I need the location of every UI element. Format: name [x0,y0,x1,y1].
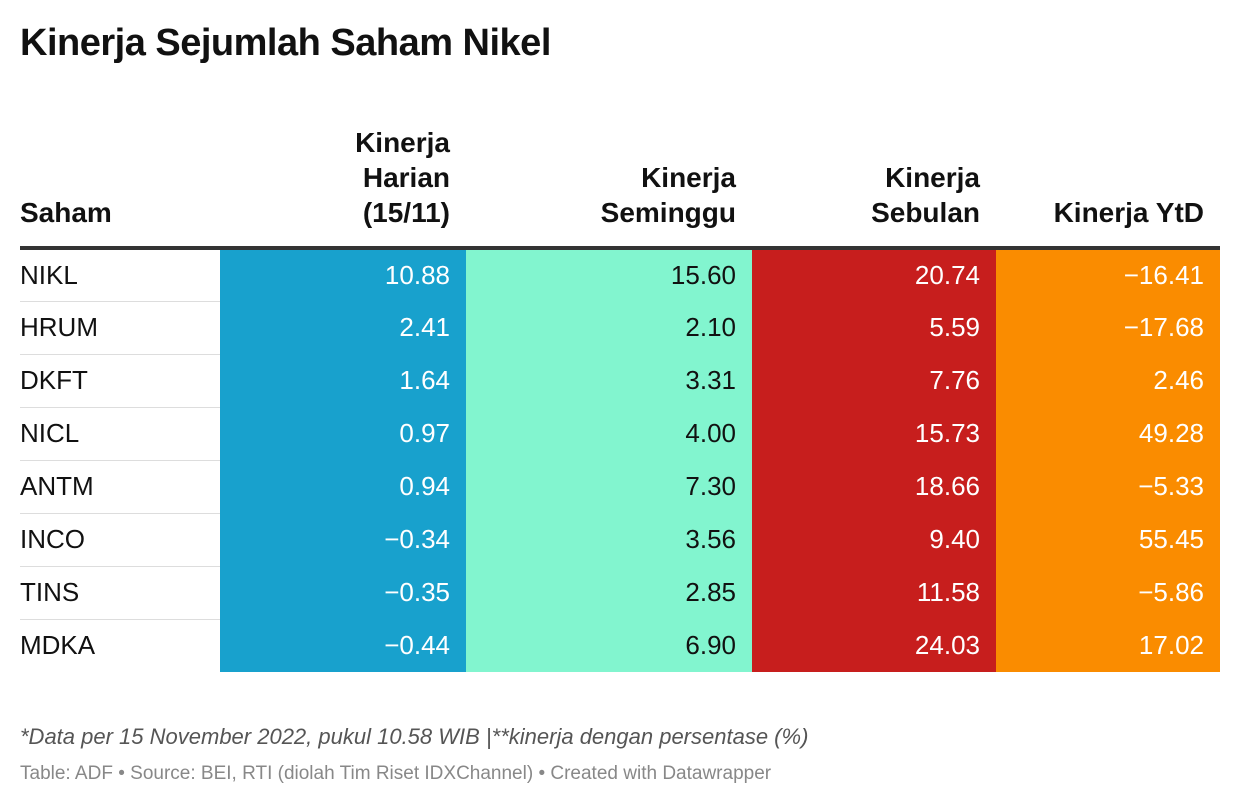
value-cell-ytd: 49.28 [996,407,1220,460]
value-cell-sebulan: 9.40 [752,513,996,566]
column-header-line: Kinerja [885,162,980,193]
table-row: DKFT 1.64 3.31 7.76 2.46 [20,354,1220,408]
column-header-line: Kinerja [641,162,736,193]
value-cell-ytd: −16.41 [996,248,1220,301]
value-cell-seminggu: 3.31 [466,354,752,407]
value-cell-harian: 1.64 [220,354,466,407]
ticker-cell: MDKA [20,630,96,661]
ticker-cell: HRUM [20,301,220,355]
value-cell-seminggu: 2.85 [466,566,752,619]
column-header-ytd: Kinerja YtD [996,125,1220,250]
column-header-sebulan: Kinerja Sebulan [752,125,996,250]
header-row: Saham Kinerja Harian (15/11) Kinerja Seminggu… [20,125,1220,250]
value-cell-seminggu: 4.00 [466,407,752,460]
value-cell-seminggu: 2.10 [466,301,752,354]
column-header-line: Sebulan [871,197,980,228]
value-cell-sebulan: 15.73 [752,407,996,460]
value-cell-ytd: −17.68 [996,301,1220,354]
table-row: INCO −0.34 3.56 9.40 55.45 [20,513,1220,567]
performance-table: Saham Kinerja Harian (15/11) Kinerja Seminggu… [20,125,1220,672]
column-header-line: Saham [20,197,112,228]
value-cell-seminggu: 7.30 [466,460,752,513]
column-header-seminggu: Kinerja Seminggu [466,125,752,250]
table-body: NIKL 10.88 15.60 20.74 −16.41 HRUM 2.41 2.10 5.5… [20,248,1220,672]
table-row: NIKL 10.88 15.60 20.74 −16.41 [20,248,1220,302]
table-header: Saham Kinerja Harian (15/11) Kinerja Seminggu… [20,125,1220,250]
ticker-cell: NIKL [20,248,220,302]
table-row: NICL 0.97 4.00 15.73 49.28 [20,407,1220,461]
value-cell-harian: 0.94 [220,460,466,513]
value-cell-ytd: 2.46 [996,354,1220,407]
value-cell-sebulan: 18.66 [752,460,996,513]
table-row: HRUM 2.41 2.10 5.59 −17.68 [20,301,1220,355]
value-cell-ytd: −5.33 [996,460,1220,513]
ticker-cell: INCO [20,513,220,567]
ticker-cell: NICL [20,407,220,461]
value-cell-harian: 2.41 [220,301,466,354]
value-cell-ytd: −5.86 [996,566,1220,619]
table-row: TINS −0.35 2.85 11.58 −5.86 [20,566,1220,620]
value-cell-harian: 10.88 [220,248,466,301]
value-cell-sebulan: 24.03 [752,619,996,672]
value-cell-harian: −0.34 [220,513,466,566]
ticker-cell: DKFT [20,354,220,408]
source-line: Table: ADF • Source: BEI, RTI (diolah Ti… [20,763,772,784]
column-header-saham: Saham [20,125,220,250]
ticker-cell: TINS [20,566,220,620]
footnote: *Data per 15 November 2022, pukul 10.58 … [20,724,809,749]
column-header-line: Seminggu [600,197,736,228]
value-cell-harian: −0.35 [220,566,466,619]
column-header-line: (15/11) [362,197,450,228]
value-cell-seminggu: 15.60 [466,248,752,301]
performance-table-container: Saham Kinerja Harian (15/11) Kinerja Seminggu… [20,125,1220,672]
value-cell-sebulan: 5.59 [752,301,996,354]
value-cell-harian: −0.44 [220,619,466,672]
column-header-line: Kinerja YtD [1053,197,1204,228]
table-row: ANTM 0.94 7.30 18.66 −5.33 [20,460,1220,514]
column-header-harian: Kinerja Harian (15/11) [220,125,466,250]
value-cell-harian: 0.97 [220,407,466,460]
value-cell-sebulan: 20.74 [752,248,996,301]
table-row: MDKA −0.44 6.90 24.03 17.02 [20,619,1220,672]
column-header-line: Kinerja [355,127,450,158]
value-cell-seminggu: 6.90 [466,619,752,672]
value-cell-seminggu: 3.56 [466,513,752,566]
value-cell-ytd: 55.45 [996,513,1220,566]
value-cell-sebulan: 11.58 [752,566,996,619]
value-cell-ytd: 17.02 [996,619,1220,672]
ticker-cell: ANTM [20,460,220,514]
chart-title: Kinerja Sejumlah Saham Nikel [20,22,551,64]
value-cell-sebulan: 7.76 [752,354,996,407]
column-header-line: Harian [362,162,450,193]
